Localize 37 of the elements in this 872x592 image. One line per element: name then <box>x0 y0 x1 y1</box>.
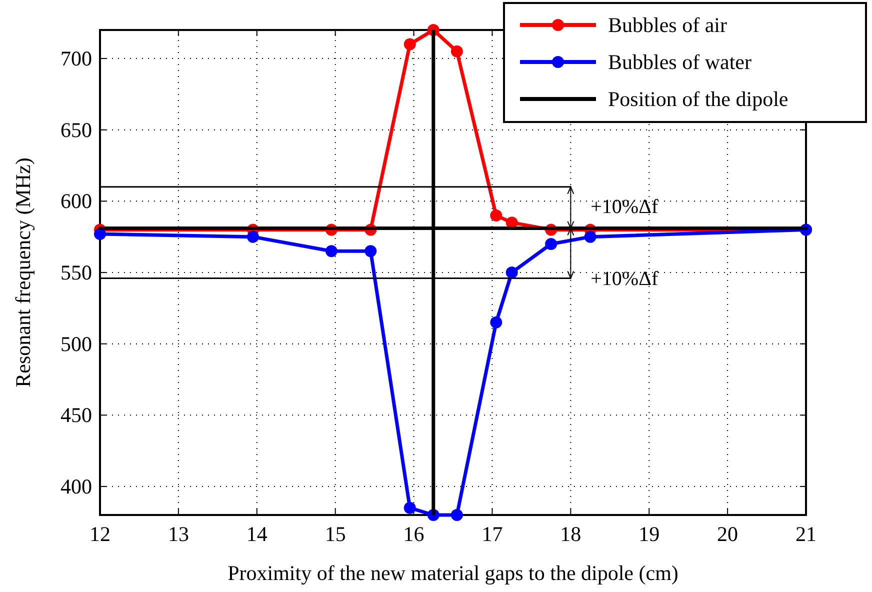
point <box>404 502 416 514</box>
point <box>584 230 596 243</box>
point <box>450 45 463 58</box>
y-tick-label: 700 <box>60 46 92 71</box>
y-axis-title: Resonant frequency (MHz) <box>11 158 35 388</box>
point <box>490 316 502 328</box>
x-tick-label: 15 <box>324 522 346 546</box>
y-tick-label: 450 <box>60 403 92 428</box>
point <box>490 209 502 222</box>
legend-label: Position of the dipole <box>608 87 788 111</box>
y-tick-label: 500 <box>60 332 92 356</box>
point <box>325 245 338 258</box>
point <box>450 509 463 521</box>
legend-label: Bubbles of water <box>608 50 752 74</box>
x-tick-label: 19 <box>638 522 660 546</box>
point <box>246 230 259 243</box>
y-tick-label: 550 <box>60 260 92 284</box>
x-tick-label: 13 <box>168 522 189 546</box>
y-tick-label: 650 <box>60 118 92 142</box>
x-tick-label: 18 <box>560 522 582 546</box>
point <box>404 38 416 50</box>
legend-label: Bubbles of air <box>608 13 727 37</box>
point <box>506 266 518 278</box>
x-tick-label: 12 <box>90 522 110 546</box>
annotation: +10%Δf <box>590 196 658 218</box>
x-tick-label: 14 <box>246 522 268 546</box>
x-tick-label: 20 <box>717 522 738 546</box>
point <box>364 245 377 258</box>
point <box>94 228 106 240</box>
x-tick-label: 16 <box>403 522 424 546</box>
x-tick-label: 21 <box>796 522 816 546</box>
x-axis-title: Proximity of the new material gaps to the dipole (cm) <box>228 561 678 585</box>
annotation: +10%Δf <box>590 268 658 290</box>
y-tick-label: 400 <box>60 474 92 498</box>
point <box>545 238 558 250</box>
x-tick-label: 17 <box>482 522 503 546</box>
y-tick-label: 600 <box>60 189 92 214</box>
